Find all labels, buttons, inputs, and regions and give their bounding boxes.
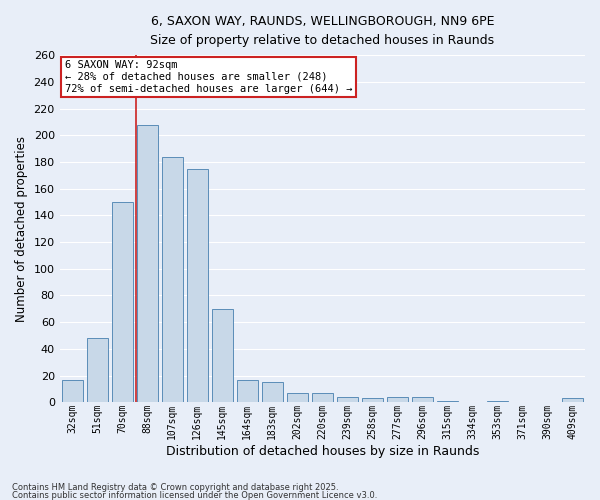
Title: 6, SAXON WAY, RAUNDS, WELLINGBOROUGH, NN9 6PE
Size of property relative to detac: 6, SAXON WAY, RAUNDS, WELLINGBOROUGH, NN… bbox=[150, 15, 494, 47]
Bar bbox=[62, 380, 83, 402]
Text: 6 SAXON WAY: 92sqm
← 28% of detached houses are smaller (248)
72% of semi-detach: 6 SAXON WAY: 92sqm ← 28% of detached hou… bbox=[65, 60, 352, 94]
Bar bbox=[287, 393, 308, 402]
Bar bbox=[487, 401, 508, 402]
Text: Contains public sector information licensed under the Open Government Licence v3: Contains public sector information licen… bbox=[12, 490, 377, 500]
Bar bbox=[187, 168, 208, 402]
Bar bbox=[112, 202, 133, 402]
Bar bbox=[562, 398, 583, 402]
Bar bbox=[262, 382, 283, 402]
Bar bbox=[362, 398, 383, 402]
Bar bbox=[161, 156, 183, 402]
Bar bbox=[312, 393, 333, 402]
Bar bbox=[337, 397, 358, 402]
Bar bbox=[437, 401, 458, 402]
Text: Contains HM Land Registry data © Crown copyright and database right 2025.: Contains HM Land Registry data © Crown c… bbox=[12, 484, 338, 492]
X-axis label: Distribution of detached houses by size in Raunds: Distribution of detached houses by size … bbox=[166, 444, 479, 458]
Bar bbox=[212, 309, 233, 402]
Bar bbox=[137, 124, 158, 402]
Y-axis label: Number of detached properties: Number of detached properties bbox=[15, 136, 28, 322]
Bar bbox=[86, 338, 108, 402]
Bar bbox=[236, 380, 258, 402]
Bar bbox=[387, 397, 408, 402]
Bar bbox=[412, 397, 433, 402]
